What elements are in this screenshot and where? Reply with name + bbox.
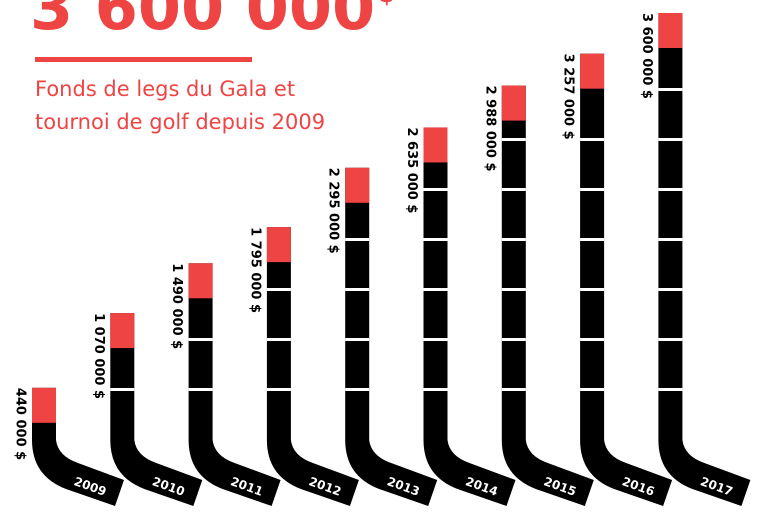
stick-segment-gap (424, 338, 448, 341)
stick (189, 263, 281, 506)
stick-segment-gap (658, 238, 682, 241)
stick-blade (189, 440, 281, 506)
stick-segment-gap (189, 388, 213, 391)
stick-tape (658, 13, 682, 48)
stick-segment-gap (267, 338, 291, 341)
stick-tape (32, 388, 56, 423)
stick-segment-gap (345, 388, 369, 391)
stick-segment-gap (502, 188, 526, 191)
stick-blade (345, 440, 437, 506)
stick-segment-gap (345, 338, 369, 341)
value-label: 3 257 000 $ (561, 54, 576, 140)
stick-tape (189, 263, 213, 298)
value-label: 2 635 000 $ (404, 127, 419, 213)
stick-blade (580, 440, 672, 506)
stick (580, 54, 672, 506)
stick-segment-gap (658, 338, 682, 341)
stick-tape (502, 86, 526, 121)
stick-segment-gap (580, 238, 604, 241)
stick-segment-gap (110, 388, 134, 391)
stick (502, 86, 594, 506)
stick-tape (267, 227, 291, 262)
stick-segment-gap (502, 388, 526, 391)
headline-unit: $ (379, 0, 394, 8)
stick-segment-gap (658, 88, 682, 91)
value-label: 440 000 $ (13, 388, 28, 460)
stick-segment-gap (580, 188, 604, 191)
stick-segment-gap (580, 138, 604, 141)
stick-segment-gap (267, 288, 291, 291)
stick-segment-gap (424, 188, 448, 191)
stick-blade (424, 440, 516, 506)
value-label: 1 490 000 $ (169, 263, 184, 349)
stick-shaft (580, 54, 604, 440)
stick-segment-gap (424, 388, 448, 391)
chart: 3 600 000 $ Fonds de legs du Gala et tou… (0, 0, 765, 519)
value-label: 1 795 000 $ (247, 227, 262, 313)
stick-segment-gap (658, 388, 682, 391)
value-label: 2 295 000 $ (326, 168, 341, 254)
stick-segment-gap (658, 138, 682, 141)
stick-segment-gap (658, 288, 682, 291)
headline-rule (35, 57, 252, 62)
subtitle: Fonds de legs du Gala et (35, 77, 295, 101)
stick (345, 168, 437, 506)
stick-segment-gap (580, 388, 604, 391)
stick-segment-gap (502, 338, 526, 341)
subtitle: tournoi de golf depuis 2009 (35, 110, 325, 134)
stick-blade (267, 440, 359, 506)
stick-segment-gap (502, 238, 526, 241)
stick-segment-gap (658, 188, 682, 191)
stick-segment-gap (502, 288, 526, 291)
stick-segment-gap (502, 138, 526, 141)
stick-tape (580, 54, 604, 89)
stick-segment-gap (189, 338, 213, 341)
stick-shaft (658, 13, 682, 440)
headline: 3 600 000 (30, 0, 375, 44)
stick-shaft (424, 127, 448, 440)
stick-segment-gap (345, 238, 369, 241)
stick-segment-gap (580, 288, 604, 291)
stick-tape (424, 127, 448, 162)
stick (658, 13, 750, 506)
value-label: 3 600 000 $ (639, 13, 654, 99)
stick-segment-gap (424, 288, 448, 291)
stick-segment-gap (580, 338, 604, 341)
stick-segment-gap (345, 288, 369, 291)
stick (424, 127, 516, 506)
value-label: 1 070 000 $ (91, 313, 106, 399)
stick-segment-gap (267, 388, 291, 391)
stick-segment-gap (424, 238, 448, 241)
stick-shaft (345, 168, 369, 440)
stick-blade (32, 440, 124, 506)
stick-blade (658, 440, 750, 506)
value-label: 2 988 000 $ (482, 86, 497, 172)
stick-blade (502, 440, 594, 506)
stick-tape (345, 168, 369, 203)
stick-tape (110, 313, 134, 348)
stick-blade (110, 440, 202, 506)
stick (267, 227, 359, 506)
